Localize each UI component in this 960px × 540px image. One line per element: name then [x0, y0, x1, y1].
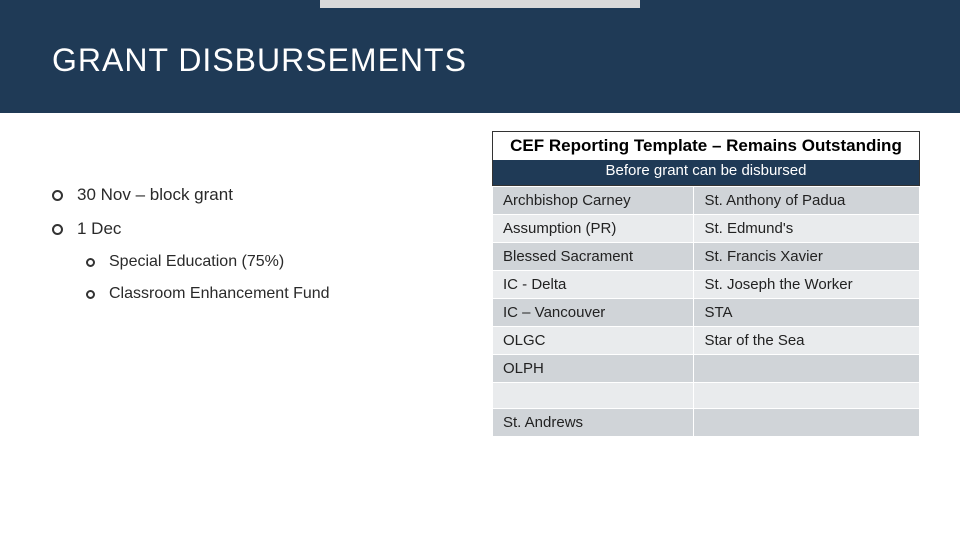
table-cell: [694, 409, 920, 437]
table-row: OLPH: [493, 355, 920, 383]
bullet-label: Classroom Enhancement Fund: [109, 285, 330, 303]
slide: GRANT DISBURSEMENTS 30 Nov – block grant…: [0, 0, 960, 540]
table-row: OLGCStar of the Sea: [493, 327, 920, 355]
table-row: St. Andrews: [493, 409, 920, 437]
bullet-icon: [52, 190, 63, 201]
list-item: 1 Dec: [52, 219, 472, 239]
bullet-label: 30 Nov – block grant: [77, 185, 233, 205]
top-bar-3: [640, 0, 960, 8]
table-row: [493, 383, 920, 409]
callout-sub-wrap: Before grant can be disbursed: [493, 160, 919, 185]
table-row: IC – VancouverSTA: [493, 299, 920, 327]
table-cell: St. Joseph the Worker: [694, 271, 920, 299]
table-cell: St. Andrews: [493, 409, 694, 437]
table-cell: OLGC: [493, 327, 694, 355]
table-row: Assumption (PR)St. Edmund's: [493, 215, 920, 243]
callout-title: CEF Reporting Template – Remains Outstan…: [493, 132, 919, 160]
bullet-label: Special Education (75%): [109, 253, 284, 271]
table-row: Blessed SacramentSt. Francis Xavier: [493, 243, 920, 271]
table-row: IC - DeltaSt. Joseph the Worker: [493, 271, 920, 299]
callout-subtitle: Before grant can be disbursed: [493, 160, 919, 185]
table-cell: Blessed Sacrament: [493, 243, 694, 271]
table-row: Archbishop CarneySt. Anthony of Padua: [493, 187, 920, 215]
table-cell: St. Francis Xavier: [694, 243, 920, 271]
list-item: 30 Nov – block grant: [52, 185, 472, 205]
table-cell: St. Anthony of Padua: [694, 187, 920, 215]
list-item: Special Education (75%): [52, 253, 472, 271]
top-bar-2: [320, 0, 640, 8]
table-cell: IC - Delta: [493, 271, 694, 299]
table-column: CEF Reporting Template – Remains Outstan…: [492, 131, 920, 437]
table-cell: [694, 355, 920, 383]
title-band: GRANT DISBURSEMENTS: [0, 8, 960, 113]
table-cell: Assumption (PR): [493, 215, 694, 243]
table-cell: IC – Vancouver: [493, 299, 694, 327]
bullet-icon: [86, 290, 95, 299]
bullet-column: 30 Nov – block grant 1 Dec Special Educa…: [52, 131, 472, 437]
bullet-icon: [52, 224, 63, 235]
table-cell: Star of the Sea: [694, 327, 920, 355]
schools-table: Archbishop CarneySt. Anthony of PaduaAss…: [492, 186, 920, 437]
page-title: GRANT DISBURSEMENTS: [52, 42, 960, 79]
table-cell: [694, 383, 920, 409]
bullet-icon: [86, 258, 95, 267]
bullet-list: 30 Nov – block grant 1 Dec Special Educa…: [52, 185, 472, 303]
table-cell: Archbishop Carney: [493, 187, 694, 215]
table-cell: STA: [694, 299, 920, 327]
table-cell: St. Edmund's: [694, 215, 920, 243]
content-area: 30 Nov – block grant 1 Dec Special Educa…: [0, 113, 960, 437]
table-cell: OLPH: [493, 355, 694, 383]
list-item: Classroom Enhancement Fund: [52, 285, 472, 303]
callout-box: CEF Reporting Template – Remains Outstan…: [492, 131, 920, 186]
table-cell: [493, 383, 694, 409]
schools-tbody: Archbishop CarneySt. Anthony of PaduaAss…: [493, 187, 920, 437]
top-bar-1: [0, 0, 320, 8]
top-accent-bars: [0, 0, 960, 8]
bullet-label: 1 Dec: [77, 219, 121, 239]
